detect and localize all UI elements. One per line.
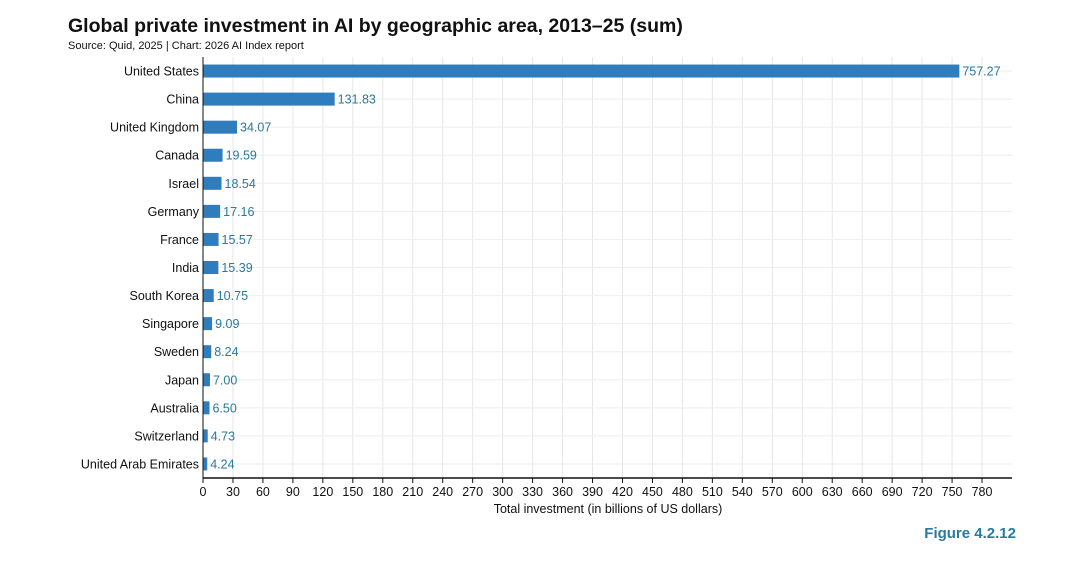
x-tick-label: 780 <box>972 485 993 499</box>
x-tick-label: 330 <box>522 485 543 499</box>
bar-value-label: 757.27 <box>962 65 1000 79</box>
x-tick-label: 450 <box>642 485 663 499</box>
x-tick-label: 720 <box>912 485 933 499</box>
category-label: Canada <box>155 149 199 163</box>
category-label: Switzerland <box>134 429 199 443</box>
bar-value-label: 34.07 <box>240 121 271 135</box>
x-tick-label: 690 <box>882 485 903 499</box>
bar-value-label: 7.00 <box>213 373 237 387</box>
x-tick-label: 240 <box>432 485 453 499</box>
bar-value-label: 6.50 <box>212 401 236 415</box>
x-tick-label: 390 <box>582 485 603 499</box>
gridlines <box>203 57 1012 478</box>
bars: 757.27 131.83 34.07 19.59 18.54 17.16 15.57 15.… <box>203 64 1001 471</box>
bar-value-label: 19.59 <box>226 149 257 163</box>
category-label: China <box>166 93 199 107</box>
chart-title: Global private investment in AI by geogr… <box>68 15 683 37</box>
bar <box>203 92 335 106</box>
category-label: France <box>160 233 199 247</box>
x-tick-label: 30 <box>226 485 240 499</box>
axes: 0 30 60 90 120 150 180 210 240 270 300 330 360 390 420… <box>81 57 1012 499</box>
chart-subtitle: Source: Quid, 2025 | Chart: 2026 AI Inde… <box>68 40 304 52</box>
x-axis-title: Total investment (in billions of US doll… <box>494 502 723 516</box>
x-tick-label: 0 <box>200 485 207 499</box>
x-tick-label: 510 <box>702 485 723 499</box>
x-tick-label: 270 <box>462 485 483 499</box>
x-tick-label: 180 <box>372 485 393 499</box>
x-tick-label: 570 <box>762 485 783 499</box>
x-tick-label: 360 <box>552 485 573 499</box>
bar <box>203 148 223 162</box>
bar <box>203 429 208 443</box>
category-label: Israel <box>168 177 199 191</box>
x-tick-label: 210 <box>402 485 423 499</box>
bar-value-label: 4.24 <box>210 457 234 471</box>
bar <box>203 373 210 387</box>
category-label: India <box>172 261 199 275</box>
category-label: Singapore <box>142 317 199 331</box>
bar <box>203 64 960 78</box>
category-label: Germany <box>148 205 200 219</box>
bar-value-label: 15.57 <box>222 233 253 247</box>
x-tick-label: 630 <box>822 485 843 499</box>
category-label: Japan <box>165 373 199 387</box>
x-tick-label: 750 <box>942 485 963 499</box>
bar <box>203 457 208 471</box>
bar-value-label: 4.73 <box>211 429 235 443</box>
category-label: South Korea <box>130 289 200 303</box>
x-tick-label: 120 <box>312 485 333 499</box>
bar <box>203 317 213 331</box>
bar-value-label: 10.75 <box>217 289 248 303</box>
category-label: United Kingdom <box>110 121 199 135</box>
x-tick-label: 480 <box>672 485 693 499</box>
x-tick-label: 600 <box>792 485 813 499</box>
x-tick-label: 420 <box>612 485 633 499</box>
bar-value-label: 9.09 <box>215 317 239 331</box>
bar-value-label: 131.83 <box>338 93 376 107</box>
bar <box>203 204 221 218</box>
bar <box>203 120 238 134</box>
x-tick-label: 660 <box>852 485 873 499</box>
category-label: Sweden <box>154 345 199 359</box>
bar-value-label: 8.24 <box>214 345 238 359</box>
category-label: United States <box>124 65 199 79</box>
bar <box>203 345 212 359</box>
x-tick-label: 300 <box>492 485 513 499</box>
x-tick-label: 540 <box>732 485 753 499</box>
bar-value-label: 15.39 <box>221 261 252 275</box>
bar-value-label: 17.16 <box>223 205 254 219</box>
category-label: Australia <box>150 401 199 415</box>
bar <box>203 401 210 415</box>
bar <box>203 261 219 274</box>
x-tick-label: 60 <box>256 485 270 499</box>
x-tick-label: 90 <box>286 485 300 499</box>
x-tick-label: 150 <box>342 485 363 499</box>
bar <box>203 176 222 190</box>
bar <box>203 289 214 303</box>
category-label: United Arab Emirates <box>81 457 199 471</box>
figure-label: Figure 4.2.12 <box>924 525 1016 542</box>
bar <box>203 232 219 246</box>
bar-value-label: 18.54 <box>225 177 256 191</box>
